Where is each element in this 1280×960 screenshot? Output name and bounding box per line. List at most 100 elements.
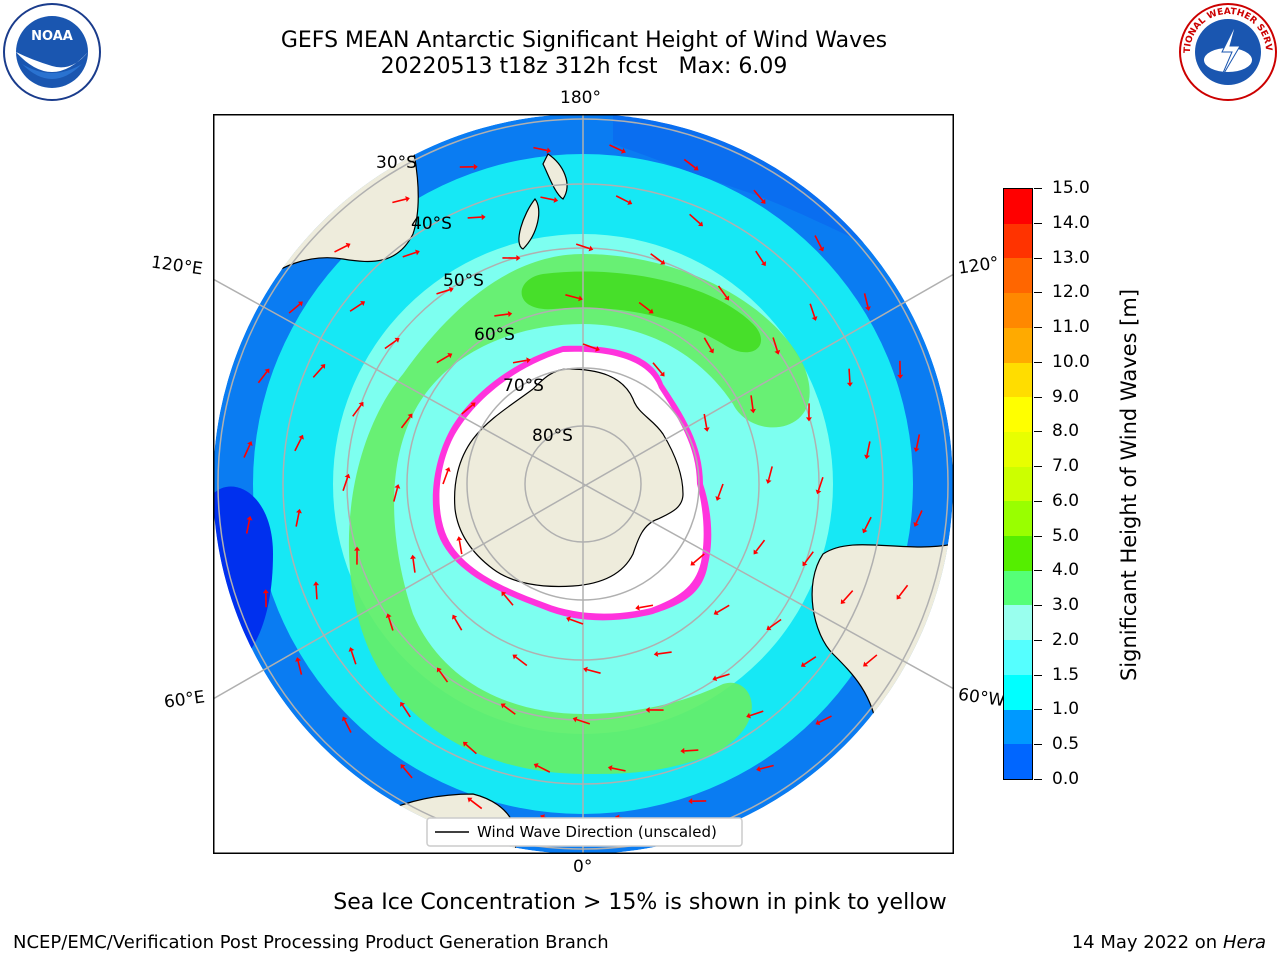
wave-arrow-head bbox=[578, 295, 583, 302]
colorbar-tick-label: 6.0 bbox=[1052, 490, 1080, 511]
sea-ice-note: Sea Ice Concentration > 15% is shown in … bbox=[333, 890, 947, 915]
polar-map: 30°S 40°S 50°S 60°S 70°S 80°S Wind Wave … bbox=[213, 114, 954, 854]
wave-arrow bbox=[684, 749, 699, 752]
colorbar-tick-label: 14.0 bbox=[1052, 212, 1090, 233]
wave-arrow-head bbox=[896, 594, 902, 600]
wave-arrow-head bbox=[715, 496, 722, 501]
wave-arrow-head bbox=[297, 301, 303, 307]
wave-arrow bbox=[334, 244, 348, 253]
wave-arrow-head bbox=[703, 427, 710, 432]
wave-arrow-head bbox=[746, 712, 751, 719]
wave-arrow-head bbox=[385, 613, 392, 619]
wave-arrow-head bbox=[298, 434, 304, 440]
wave-arrow bbox=[467, 216, 482, 219]
wave-arrow bbox=[297, 660, 303, 675]
wave-arrow-head bbox=[296, 508, 302, 514]
wave-arrow bbox=[848, 368, 851, 383]
wave-arrow bbox=[401, 704, 411, 718]
wave-arrow bbox=[652, 362, 663, 375]
wave-arrow-head bbox=[473, 163, 478, 170]
wave-arrow bbox=[615, 195, 630, 203]
lat-label-60s: 60°S bbox=[474, 325, 515, 345]
colorbar-tick-label: 13.0 bbox=[1052, 247, 1090, 268]
wave-arrow-head bbox=[815, 719, 821, 726]
wave-arrow bbox=[438, 670, 449, 683]
colorbar-segment bbox=[1004, 431, 1032, 467]
wave-arrow-head bbox=[864, 454, 870, 460]
nws-logo: NATIONAL WEATHER SERVICE bbox=[1178, 2, 1277, 101]
wave-arrow-head bbox=[462, 741, 468, 747]
colorbar-label: Significant Height of Wind Waves [m] bbox=[1117, 288, 1141, 682]
wave-arrow bbox=[412, 558, 416, 573]
wave-arrow-head bbox=[394, 337, 400, 343]
wave-arrow bbox=[536, 765, 551, 773]
wave-arrow-head bbox=[500, 703, 506, 709]
wave-arrow bbox=[715, 673, 730, 680]
wave-arrow bbox=[809, 303, 816, 318]
colorbar-tick-label: 1.5 bbox=[1052, 664, 1080, 685]
wave-arrow bbox=[400, 416, 411, 429]
wind-wave-arrows bbox=[243, 144, 923, 824]
wave-arrow-head bbox=[467, 797, 473, 803]
wave-arrow bbox=[465, 743, 477, 755]
colorbar-tick bbox=[1034, 779, 1042, 780]
wave-arrow-head bbox=[708, 348, 714, 354]
wave-arrow-head bbox=[840, 599, 846, 605]
colorbar-tick-label: 9.0 bbox=[1052, 386, 1080, 407]
wave-arrow bbox=[915, 510, 923, 524]
new-zealand bbox=[518, 153, 568, 250]
wave-arrow bbox=[569, 618, 584, 625]
forecast-time: 20220513 t18z 312h fcst bbox=[380, 54, 658, 79]
wave-arrow bbox=[703, 413, 708, 428]
wave-arrow-head bbox=[645, 706, 650, 713]
wave-arrow bbox=[818, 715, 832, 724]
wave-arrow-head bbox=[688, 798, 693, 805]
wave-arrow-head bbox=[648, 308, 654, 314]
wave-arrow-head bbox=[693, 165, 699, 171]
wave-arrow bbox=[312, 366, 324, 378]
wave-arrow bbox=[392, 198, 407, 204]
wave-arrow bbox=[842, 590, 854, 602]
colorbar-tick-label: 2.0 bbox=[1052, 629, 1080, 650]
wave-arrow bbox=[753, 189, 764, 202]
wave-arrow-head bbox=[344, 473, 351, 479]
wave-arrow bbox=[803, 656, 817, 666]
wave-arrow-head bbox=[680, 747, 685, 754]
wave-arrow-head bbox=[516, 255, 521, 262]
wave-arrow bbox=[692, 553, 705, 564]
colorbar-tick bbox=[1034, 188, 1042, 189]
wave-arrow-head bbox=[865, 306, 871, 311]
wave-arrow bbox=[755, 250, 765, 264]
wave-arrow-head bbox=[400, 701, 406, 707]
wave-arrow bbox=[565, 294, 580, 300]
lon-label-0: 0° bbox=[573, 857, 593, 877]
wave-arrow-head bbox=[818, 246, 825, 252]
wave-arrow-head bbox=[320, 363, 326, 369]
wave-arrow-head bbox=[354, 546, 361, 551]
wave-arrow-head bbox=[553, 197, 559, 203]
wave-arrow-head bbox=[407, 413, 413, 419]
colorbar-segment bbox=[1004, 709, 1032, 745]
wave-arrow bbox=[494, 313, 509, 317]
wave-arrow bbox=[576, 718, 591, 725]
wave-arrow bbox=[342, 477, 349, 492]
wave-arrow bbox=[609, 144, 623, 152]
wave-arrow-head bbox=[262, 589, 269, 594]
wave-arrow-head bbox=[897, 374, 904, 379]
colorbar-tick bbox=[1034, 396, 1042, 398]
wave-arrow-head bbox=[313, 581, 320, 586]
wave-arrow bbox=[294, 437, 302, 452]
wave-arrow bbox=[387, 616, 394, 631]
wave-arrow bbox=[243, 444, 251, 458]
wave-arrow bbox=[515, 656, 528, 667]
wave-arrow-head bbox=[724, 295, 730, 301]
lon-label-120e: 120°E bbox=[149, 252, 204, 280]
wave-arrow-head bbox=[358, 401, 364, 407]
colorbar-segment bbox=[1004, 605, 1032, 641]
wave-arrow-head bbox=[660, 259, 666, 265]
lon-label-60e: 60°E bbox=[162, 687, 207, 713]
wave-arrow-head bbox=[659, 371, 665, 377]
colorbar bbox=[1003, 188, 1033, 780]
wave-arrow-head bbox=[400, 764, 406, 770]
lon-label-180: 180° bbox=[560, 88, 601, 108]
